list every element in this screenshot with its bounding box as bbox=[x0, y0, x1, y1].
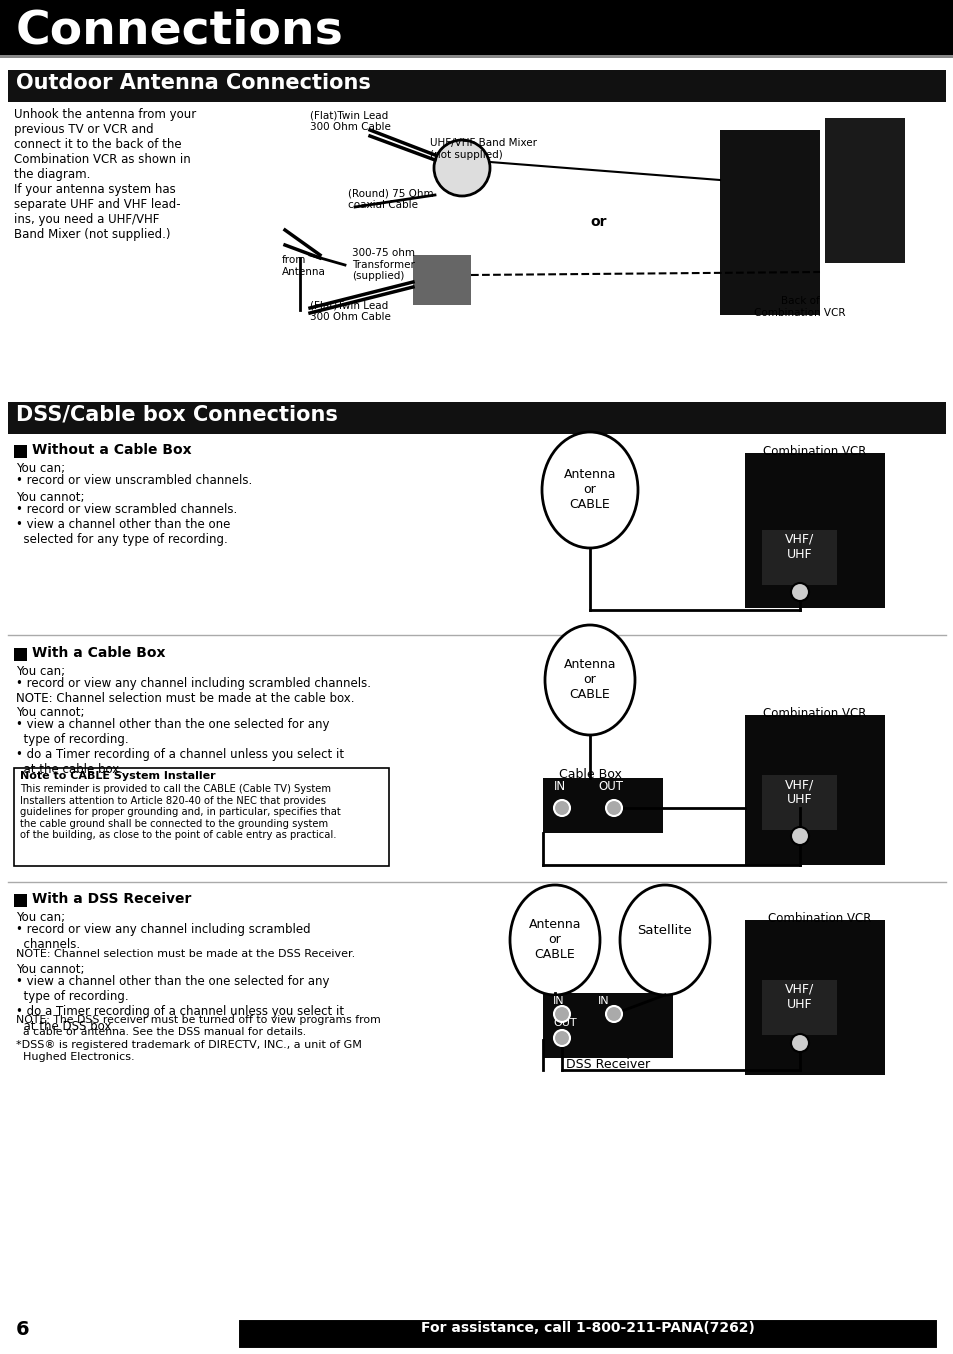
Bar bbox=[761, 529, 836, 585]
Bar bbox=[237, 1319, 937, 1349]
Ellipse shape bbox=[554, 1030, 569, 1047]
Text: This reminder is provided to call the CABLE (Cable TV) System
Installers attenti: This reminder is provided to call the CA… bbox=[20, 784, 340, 841]
Text: You cannot;: You cannot; bbox=[16, 492, 85, 504]
Bar bbox=[0, 0, 953, 56]
Ellipse shape bbox=[790, 584, 808, 601]
Bar bbox=[744, 454, 884, 608]
Bar bbox=[744, 715, 884, 865]
Text: Combination VCR: Combination VCR bbox=[762, 445, 865, 458]
Ellipse shape bbox=[541, 432, 638, 548]
Ellipse shape bbox=[605, 1006, 621, 1022]
Text: VHF/
UHF: VHF/ UHF bbox=[784, 533, 814, 561]
Ellipse shape bbox=[544, 626, 635, 735]
Text: VHF/
UHF: VHF/ UHF bbox=[784, 983, 814, 1011]
Bar bbox=[14, 768, 389, 867]
Bar bbox=[542, 779, 662, 833]
Bar bbox=[14, 649, 27, 661]
Text: • record or view scrambled channels.
• view a channel other than the one
  selec: • record or view scrambled channels. • v… bbox=[16, 502, 237, 546]
Bar bbox=[0, 1317, 953, 1354]
Text: IN: IN bbox=[553, 997, 564, 1006]
Ellipse shape bbox=[434, 139, 490, 196]
Bar bbox=[761, 774, 836, 830]
Text: • record or view any channel including scrambled channels.
NOTE: Channel selecti: • record or view any channel including s… bbox=[16, 677, 371, 705]
Bar bbox=[413, 255, 471, 305]
Bar bbox=[542, 992, 672, 1057]
Text: NOTE: Channel selection must be made at the DSS Receiver.: NOTE: Channel selection must be made at … bbox=[16, 949, 355, 959]
Text: Outdoor Antenna Connections: Outdoor Antenna Connections bbox=[16, 73, 371, 93]
Text: 6: 6 bbox=[16, 1320, 30, 1339]
Text: IN: IN bbox=[598, 997, 609, 1006]
Text: OUT: OUT bbox=[598, 780, 622, 793]
Text: • record or view unscrambled channels.: • record or view unscrambled channels. bbox=[16, 474, 252, 487]
Text: (Flat)Twin Lead
300 Ohm Cable: (Flat)Twin Lead 300 Ohm Cable bbox=[310, 301, 391, 322]
Text: With a DSS Receiver: With a DSS Receiver bbox=[32, 892, 192, 906]
Bar bbox=[761, 980, 836, 1034]
Text: VHF/
UHF: VHF/ UHF bbox=[784, 779, 814, 806]
Text: Unhook the antenna from your
previous TV or VCR and
connect it to the back of th: Unhook the antenna from your previous TV… bbox=[14, 108, 196, 241]
Text: DSS Receiver: DSS Receiver bbox=[565, 1057, 649, 1071]
Text: Connections: Connections bbox=[16, 8, 343, 53]
Text: OUT: OUT bbox=[553, 1018, 576, 1028]
Text: DSS/Cable box Connections: DSS/Cable box Connections bbox=[16, 405, 337, 425]
Ellipse shape bbox=[554, 800, 569, 816]
Text: Antenna
or
CABLE: Antenna or CABLE bbox=[528, 918, 580, 961]
Text: Without a Cable Box: Without a Cable Box bbox=[32, 443, 192, 458]
Text: from
Antenna: from Antenna bbox=[282, 255, 326, 276]
Text: or: or bbox=[589, 215, 606, 229]
Bar bbox=[14, 894, 27, 907]
Text: Antenna
or
CABLE: Antenna or CABLE bbox=[563, 468, 616, 510]
Text: • record or view any channel including scrambled
  channels.: • record or view any channel including s… bbox=[16, 923, 311, 951]
Text: Note to CABLE System Installer: Note to CABLE System Installer bbox=[20, 770, 215, 781]
Text: (Flat)Twin Lead
300 Ohm Cable: (Flat)Twin Lead 300 Ohm Cable bbox=[310, 110, 391, 131]
Text: • view a channel other than the one selected for any
  type of recording.
• do a: • view a channel other than the one sele… bbox=[16, 975, 344, 1033]
Text: For assistance, call 1-800-211-PANA(7262): For assistance, call 1-800-211-PANA(7262… bbox=[420, 1322, 754, 1335]
Bar bbox=[0, 56, 953, 58]
Text: • view a channel other than the one selected for any
  type of recording.
• do a: • view a channel other than the one sele… bbox=[16, 718, 344, 776]
Text: With a Cable Box: With a Cable Box bbox=[32, 646, 165, 659]
Text: Back of
Combination VCR: Back of Combination VCR bbox=[754, 297, 845, 318]
Text: Cable Box: Cable Box bbox=[558, 768, 620, 781]
Text: You can;: You can; bbox=[16, 462, 65, 475]
Ellipse shape bbox=[605, 800, 621, 816]
Text: You can;: You can; bbox=[16, 665, 65, 678]
Ellipse shape bbox=[554, 1006, 569, 1022]
Text: *DSS® is registered trademark of DIRECTV, INC., a unit of GM
  Hughed Electronic: *DSS® is registered trademark of DIRECTV… bbox=[16, 1040, 361, 1062]
Bar bbox=[14, 445, 27, 458]
Text: You cannot;: You cannot; bbox=[16, 705, 85, 719]
Text: Combination VCR: Combination VCR bbox=[762, 707, 865, 720]
Bar bbox=[824, 118, 904, 263]
Bar bbox=[720, 130, 820, 315]
Bar bbox=[8, 402, 945, 435]
Text: Antenna
or
CABLE: Antenna or CABLE bbox=[563, 658, 616, 701]
Text: Combination VCR: Combination VCR bbox=[767, 913, 871, 925]
Ellipse shape bbox=[510, 886, 599, 995]
Text: NOTE: The DSS receiver must be turned off to view programs from
  a cable or ant: NOTE: The DSS receiver must be turned of… bbox=[16, 1016, 380, 1037]
Text: UHF/VHF Band Mixer
(not supplied): UHF/VHF Band Mixer (not supplied) bbox=[430, 138, 537, 160]
Text: (Round) 75 Ohm
coaxial Cable: (Round) 75 Ohm coaxial Cable bbox=[348, 188, 434, 210]
Ellipse shape bbox=[619, 886, 709, 995]
Bar bbox=[744, 919, 884, 1075]
Ellipse shape bbox=[790, 1034, 808, 1052]
Text: You cannot;: You cannot; bbox=[16, 963, 85, 976]
Bar bbox=[8, 70, 945, 102]
Ellipse shape bbox=[790, 827, 808, 845]
Text: Satellite: Satellite bbox=[637, 923, 692, 937]
Text: IN: IN bbox=[554, 780, 565, 793]
Text: You can;: You can; bbox=[16, 911, 65, 923]
Text: 300-75 ohm
Transformer
(supplied): 300-75 ohm Transformer (supplied) bbox=[352, 248, 415, 282]
